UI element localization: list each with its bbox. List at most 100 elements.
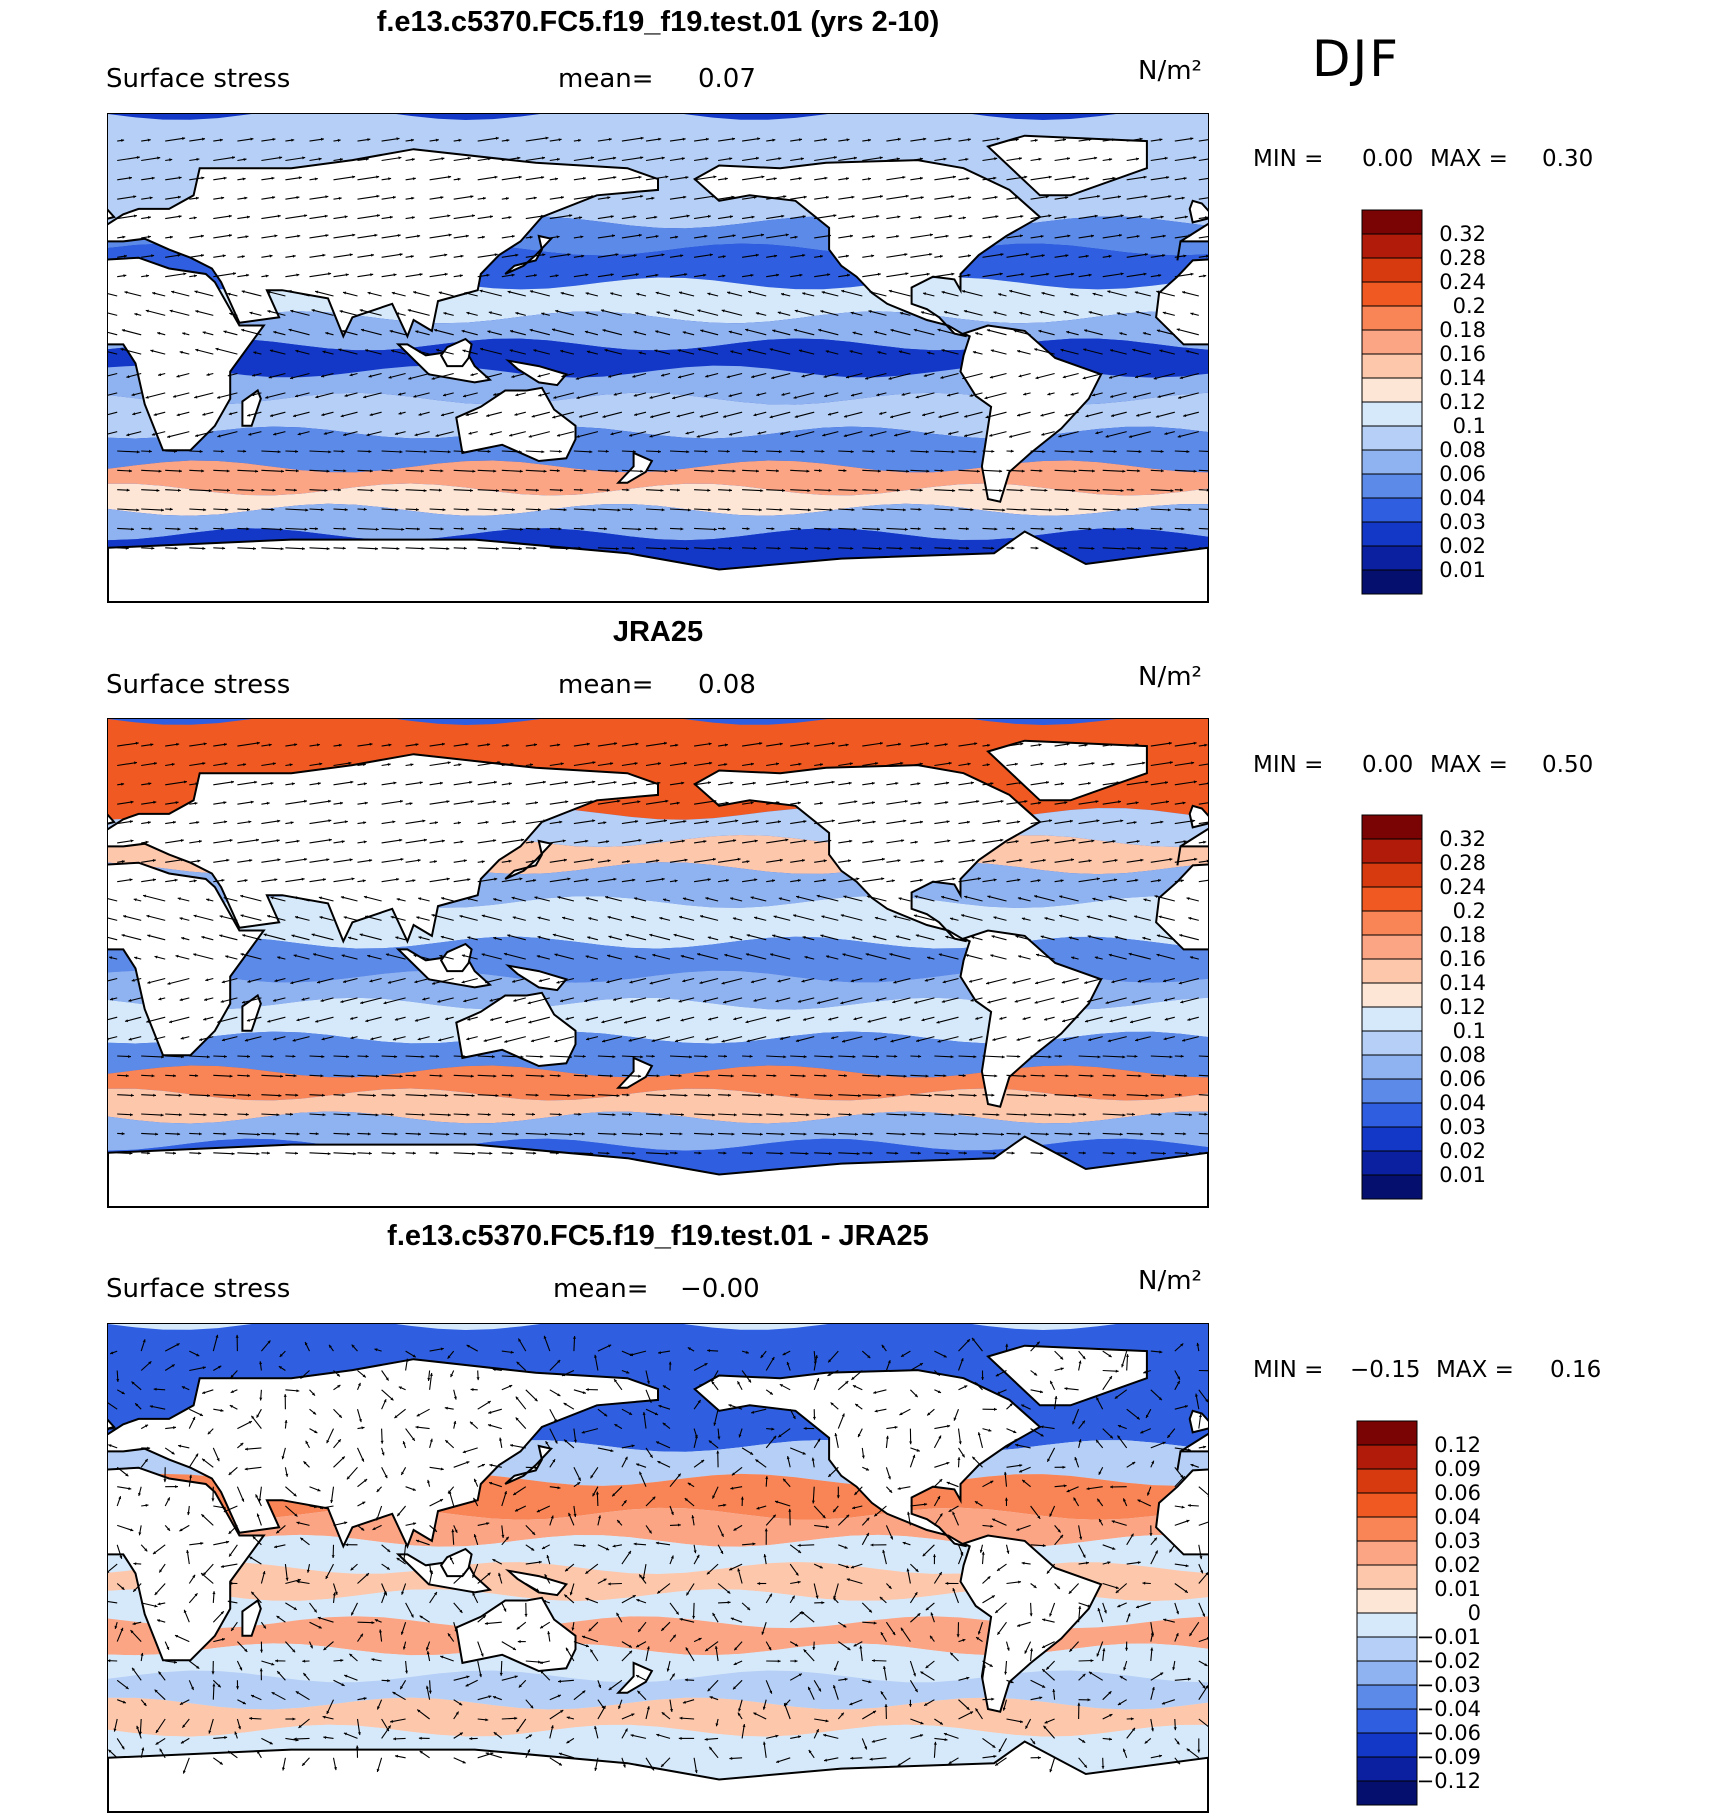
stress-vector-head [436,1054,440,1058]
stress-vector-head [585,292,589,296]
stress-vector-head [321,1037,325,1041]
colorbar-tick-label: 0.28 [1439,851,1486,875]
land-australia [455,991,577,1068]
stress-vector-head [463,1132,467,1136]
stress-vector-head [1130,1020,1134,1024]
stress-vector [1054,1113,1076,1116]
stress-vector-head [658,137,662,141]
stress-vector [913,914,935,921]
stress-vector-head [175,1485,178,1489]
stress-vector [769,411,791,419]
panel-2-colorbar: 0.32 0.28 0.24 0.2 0.18 0.16 0.14 0.12 0.1 0.08 0.… [1360,813,1520,1208]
stress-vector-head [697,348,701,352]
colorbar-tick-label: 0.03 [1439,1115,1486,1139]
stress-vector-head [975,1132,979,1136]
stress-vector-head [609,1074,613,1078]
stress-vector-head [704,394,708,398]
stress-vector-head [976,800,980,803]
stress-vector-head [242,1000,246,1004]
stress-vector [387,977,406,984]
stress-vector-head [557,743,561,747]
stress-vector-head [782,488,785,492]
stress-vector-head [176,742,180,746]
stress-vector-head [1177,434,1181,438]
stress-vector-head [424,450,427,454]
stress-vector [340,896,358,902]
stress-vector-head [244,879,248,883]
stress-vector-head [923,432,927,436]
stress-vector-head [554,953,558,957]
stress-vector-head [998,293,1002,297]
stress-vector [958,1132,979,1135]
stress-vector-head [1143,898,1147,902]
stress-vector-head [1110,394,1114,398]
stress-vector-head [640,1055,644,1059]
stress-vector-head [256,838,259,842]
stress-vector [435,349,454,355]
stress-vector [244,1466,262,1470]
stress-band [108,1534,1208,1574]
land-n_america [692,159,1042,338]
stress-vector [429,878,450,883]
stress-vector-head [829,1093,833,1097]
stress-vector [696,431,719,438]
stress-vector-head [823,878,827,882]
colorbar-box-10 [1361,1054,1423,1080]
stress-vector-head [108,1444,112,1448]
stress-vector [910,469,930,472]
stress-vector-head [1190,312,1194,316]
stress-vector [237,489,255,492]
stress-vector-head [506,138,510,142]
stress-vector-head [585,1388,589,1392]
stress-vector [961,290,983,297]
stress-vector [915,392,935,399]
stress-vector-head [844,414,848,418]
stress-vector-head [536,955,540,958]
stress-vector-head [206,1055,210,1059]
stress-vector-head [463,394,467,398]
stress-vector-head [341,1456,345,1460]
stress-vector-head [204,998,208,1001]
stress-vector-head [912,1454,916,1458]
stress-vector-head [533,196,537,200]
stress-vector [407,309,430,316]
stress-vector-head [233,272,236,276]
stress-vector-head [857,819,861,823]
stress-vector [597,742,618,747]
stress-vector [405,820,426,825]
stress-vector-head [874,916,878,920]
stress-vector-head [392,1093,396,1097]
stress-vector [525,253,546,258]
stress-vector [507,934,526,941]
stress-vector-head [304,214,308,218]
stress-vector-head [1140,1430,1144,1434]
stress-vector [1154,895,1175,902]
stress-vector [645,508,665,511]
stress-vector-head [906,469,910,473]
stress-vector-head [829,978,833,982]
stress-vector [1156,329,1175,336]
stress-vector [718,819,739,825]
stress-vector-head [125,1019,129,1023]
stress-vector-head [707,936,711,940]
stress-vector-head [580,488,584,492]
stress-vector-head [794,235,798,239]
stress-vector-head [366,433,370,437]
stress-vector [266,915,286,921]
stress-vector-head [583,469,587,473]
stress-vector [261,1113,280,1116]
stress-vector-head [711,469,715,473]
stress-vector-head [726,878,729,882]
stress-vector-head [417,527,420,531]
stress-vector [669,273,688,278]
stress-vector-head [1181,196,1185,200]
colorbar-tick-label: 0.28 [1439,246,1486,270]
stress-vector [934,273,955,278]
stress-vector [1174,234,1192,239]
stress-vector-head [270,414,274,417]
stress-vector-head [877,351,881,354]
stress-vector-head [276,1113,280,1117]
stress-vector [1198,821,1208,825]
stress-vector-head [288,328,292,332]
land-png [504,964,569,992]
